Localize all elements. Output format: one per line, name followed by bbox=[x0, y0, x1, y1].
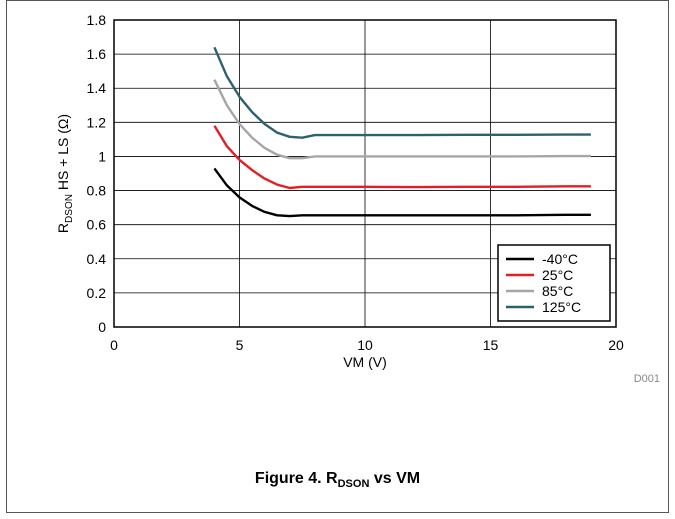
x-tick-label: 0 bbox=[110, 337, 118, 353]
y-tick-label: 1.8 bbox=[87, 12, 107, 28]
caption-prefix: Figure 4. R bbox=[254, 470, 338, 487]
y-axis-label-main: R bbox=[55, 223, 71, 233]
x-tick-label: 15 bbox=[483, 337, 499, 353]
x-axis-label: VM (V) bbox=[343, 354, 387, 370]
y-tick-label: 0.8 bbox=[87, 183, 107, 199]
series-line-0 bbox=[213, 167, 591, 218]
figure-caption: Figure 4. RDSON vs VM bbox=[0, 470, 675, 490]
figure-id-annotation: D001 bbox=[634, 373, 660, 385]
series-line-1 bbox=[213, 125, 591, 190]
legend-box bbox=[497, 244, 611, 322]
rdson-chart: 0 0.2 0.4 0.6 0.8 1 1.2 1.4 1.6 1.8 0 5 10 15 20 VM (V… bbox=[55, 12, 660, 385]
y-tick-label: 1.6 bbox=[87, 46, 107, 62]
series-lines bbox=[213, 46, 591, 218]
y-tick-label: 0.4 bbox=[87, 251, 107, 267]
y-axis-label-rest: HS + LS (Ω) bbox=[55, 114, 71, 194]
plot-area bbox=[113, 19, 617, 328]
y-tick-label: 1 bbox=[98, 148, 106, 164]
y-tick-label: 1.4 bbox=[87, 80, 107, 96]
x-tick-label: 20 bbox=[608, 337, 624, 353]
y-axis-label: RDSON HS + LS (Ω) bbox=[55, 114, 75, 233]
series-line-2 bbox=[213, 79, 591, 160]
figure-frame bbox=[6, 0, 669, 513]
caption-subscript: DSON bbox=[337, 478, 370, 491]
y-axis-label-sub: DSON bbox=[64, 194, 75, 223]
caption-suffix: vs VM bbox=[369, 470, 421, 487]
y-tick-label: 0 bbox=[98, 319, 106, 335]
legend-label: 85°C bbox=[542, 283, 573, 299]
legend-label: -40°C bbox=[542, 251, 578, 267]
x-tick-label: 5 bbox=[236, 337, 244, 353]
y-tick-label: 1.2 bbox=[87, 114, 107, 130]
x-tick-label: 10 bbox=[357, 337, 373, 353]
legend-label: 125°C bbox=[542, 299, 581, 315]
series-line-3 bbox=[213, 46, 591, 139]
legend-label: 25°C bbox=[542, 267, 573, 283]
y-tick-label: 0.2 bbox=[87, 285, 107, 301]
frame-top-border bbox=[6, 0, 669, 1]
tick-labels: 0 0.2 0.4 0.6 0.8 1 1.2 1.4 1.6 1.8 0 5 10 15 20 bbox=[87, 12, 624, 353]
y-tick-label: 0.6 bbox=[87, 217, 107, 233]
